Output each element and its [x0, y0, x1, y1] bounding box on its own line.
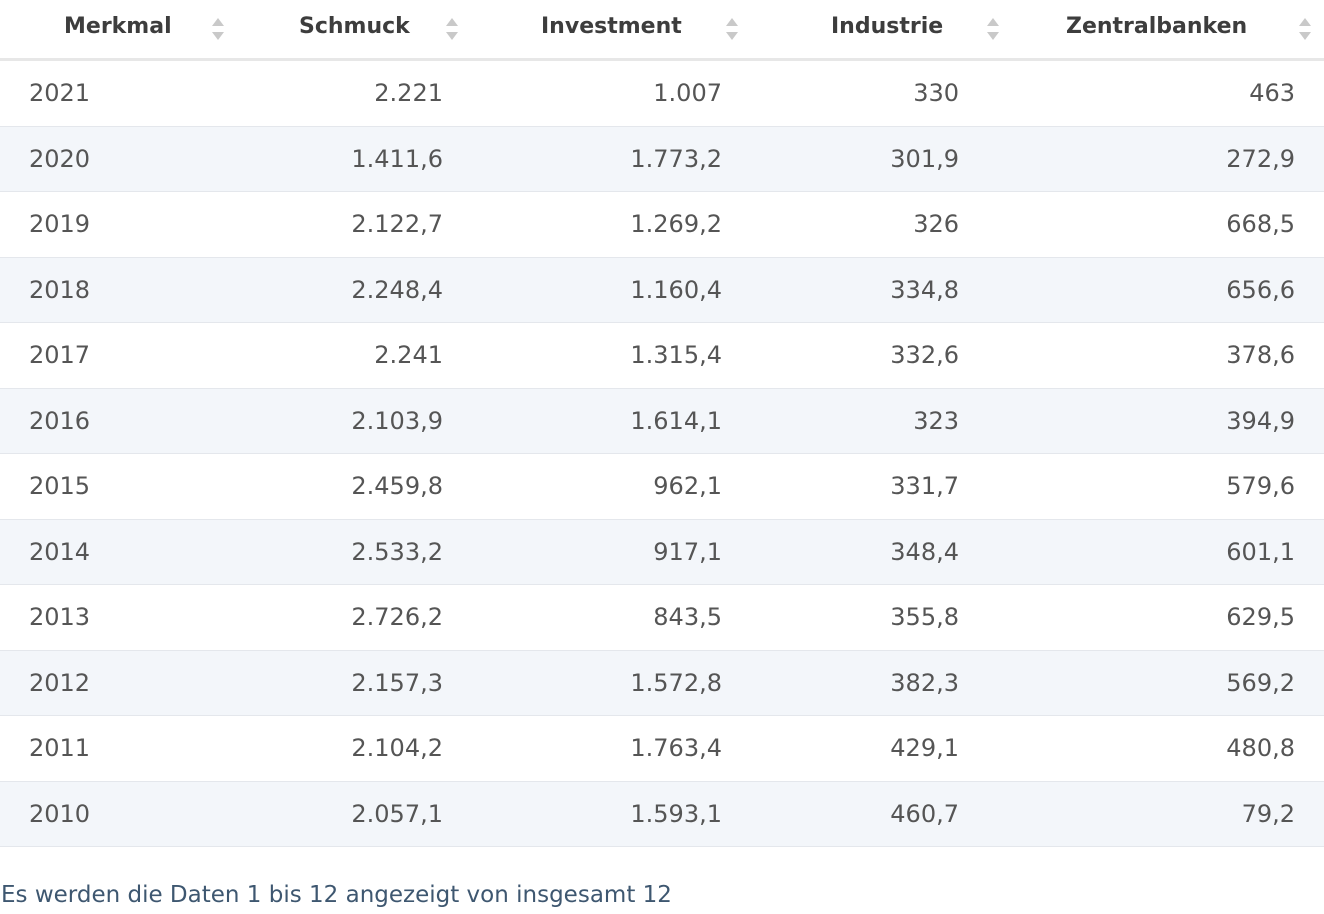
row-label-cell: 2020	[0, 126, 237, 192]
table-cell: 1.160,4	[474, 257, 754, 323]
table-row: 2014 2.533,2 917,1 348,4 601,1	[0, 519, 1324, 585]
table-row: 2020 1.411,6 1.773,2 301,9 272,9	[0, 126, 1324, 192]
table-header-row: Merkmal Schmuck Investment Industrie Zentral…	[0, 0, 1324, 61]
table-cell: 272,9	[992, 126, 1324, 192]
column-header-label: Merkmal	[64, 14, 172, 39]
table-cell: 668,5	[992, 191, 1324, 258]
sort-updown-icon[interactable]	[445, 17, 459, 41]
table-cell: 332,6	[754, 322, 992, 389]
row-label-cell: 2019	[0, 191, 237, 258]
table-cell: 1.614,1	[474, 388, 754, 454]
table-cell: 301,9	[754, 126, 992, 192]
table-cell: 79,2	[992, 781, 1324, 847]
table-row: 2012 2.157,3 1.572,8 382,3 569,2	[0, 650, 1324, 716]
sort-updown-icon[interactable]	[1298, 17, 1312, 41]
row-label-cell: 2018	[0, 257, 237, 323]
table-cell: 460,7	[754, 781, 992, 847]
table-cell: 656,6	[992, 257, 1324, 323]
table-cell: 334,8	[754, 257, 992, 323]
table-cell: 330	[754, 59, 992, 127]
table-row: 2019 2.122,7 1.269,2 326 668,5	[0, 191, 1324, 258]
table-cell: 348,4	[754, 519, 992, 585]
table-cell: 569,2	[992, 650, 1324, 716]
table-cell: 2.459,8	[237, 453, 474, 520]
table-cell: 2.103,9	[237, 388, 474, 454]
column-header-label: Schmuck	[299, 14, 410, 39]
table-cell: 463	[992, 59, 1324, 127]
row-label-cell: 2012	[0, 650, 237, 716]
table-cell: 1.007	[474, 59, 754, 127]
table-cell: 2.104,2	[237, 715, 474, 782]
table-cell: 917,1	[474, 519, 754, 585]
row-label-cell: 2017	[0, 322, 237, 389]
table-cell: 2.157,3	[237, 650, 474, 716]
column-header-label: Industrie	[831, 14, 944, 39]
table-cell: 378,6	[992, 322, 1324, 389]
data-table-container: Merkmal Schmuck Investment Industrie Zentral…	[0, 0, 1324, 847]
table-cell: 394,9	[992, 388, 1324, 454]
row-label-cell: 2010	[0, 781, 237, 847]
table-cell: 2.241	[237, 322, 474, 389]
table-row: 2018 2.248,4 1.160,4 334,8 656,6	[0, 257, 1324, 323]
row-label-cell: 2011	[0, 715, 237, 782]
table-row: 2015 2.459,8 962,1 331,7 579,6	[0, 453, 1324, 520]
table-cell: 331,7	[754, 453, 992, 520]
table-row: 2017 2.241 1.315,4 332,6 378,6	[0, 322, 1324, 389]
table-cell: 843,5	[474, 584, 754, 651]
table-cell: 1.269,2	[474, 191, 754, 258]
column-header-industrie[interactable]: Industrie	[754, 0, 999, 61]
table-cell: 629,5	[992, 584, 1324, 651]
table-cell: 323	[754, 388, 992, 454]
column-header-merkmal[interactable]: Merkmal	[0, 0, 237, 61]
table-cell: 2.057,1	[237, 781, 474, 847]
table-cell: 429,1	[754, 715, 992, 782]
table-cell: 2.248,4	[237, 257, 474, 323]
table-info-text: Es werden die Daten 1 bis 12 angezeigt v…	[1, 882, 672, 908]
table-cell: 1.411,6	[237, 126, 474, 192]
table-row: 2016 2.103,9 1.614,1 323 394,9	[0, 388, 1324, 454]
table-cell: 2.533,2	[237, 519, 474, 585]
column-header-zentralbanken[interactable]: Zentralbanken	[992, 0, 1324, 61]
table-cell: 355,8	[754, 584, 992, 651]
table-cell: 2.726,2	[237, 584, 474, 651]
table-cell: 1.773,2	[474, 126, 754, 192]
table-cell: 1.763,4	[474, 715, 754, 782]
table-cell: 2.122,7	[237, 191, 474, 258]
row-label-cell: 2013	[0, 584, 237, 651]
table-cell: 480,8	[992, 715, 1324, 782]
column-header-investment[interactable]: Investment	[474, 0, 754, 61]
row-label-cell: 2015	[0, 453, 237, 520]
table-cell: 1.315,4	[474, 322, 754, 389]
column-header-schmuck[interactable]: Schmuck	[237, 0, 474, 61]
table-cell: 382,3	[754, 650, 992, 716]
table-row: 2013 2.726,2 843,5 355,8 629,5	[0, 584, 1324, 651]
table-cell: 326	[754, 191, 992, 258]
row-label-cell: 2021	[0, 59, 237, 127]
table-body: 2021 2.221 1.007 330 463 2020 1.411,6 1.773,2 30…	[0, 59, 1324, 847]
table-cell: 2.221	[237, 59, 474, 127]
data-table: Merkmal Schmuck Investment Industrie Zentral…	[0, 0, 1324, 847]
column-header-label: Investment	[541, 14, 682, 39]
table-cell: 1.593,1	[474, 781, 754, 847]
sort-updown-icon[interactable]	[725, 17, 739, 41]
table-cell: 579,6	[992, 453, 1324, 520]
row-label-cell: 2014	[0, 519, 237, 585]
table-row: 2021 2.221 1.007 330 463	[0, 59, 1324, 127]
table-row: 2011 2.104,2 1.763,4 429,1 480,8	[0, 715, 1324, 782]
table-cell: 962,1	[474, 453, 754, 520]
table-cell: 601,1	[992, 519, 1324, 585]
table-cell: 1.572,8	[474, 650, 754, 716]
sort-updown-icon[interactable]	[211, 17, 225, 41]
table-row: 2010 2.057,1 1.593,1 460,7 79,2	[0, 781, 1324, 847]
column-header-label: Zentralbanken	[1066, 14, 1248, 39]
row-label-cell: 2016	[0, 388, 237, 454]
